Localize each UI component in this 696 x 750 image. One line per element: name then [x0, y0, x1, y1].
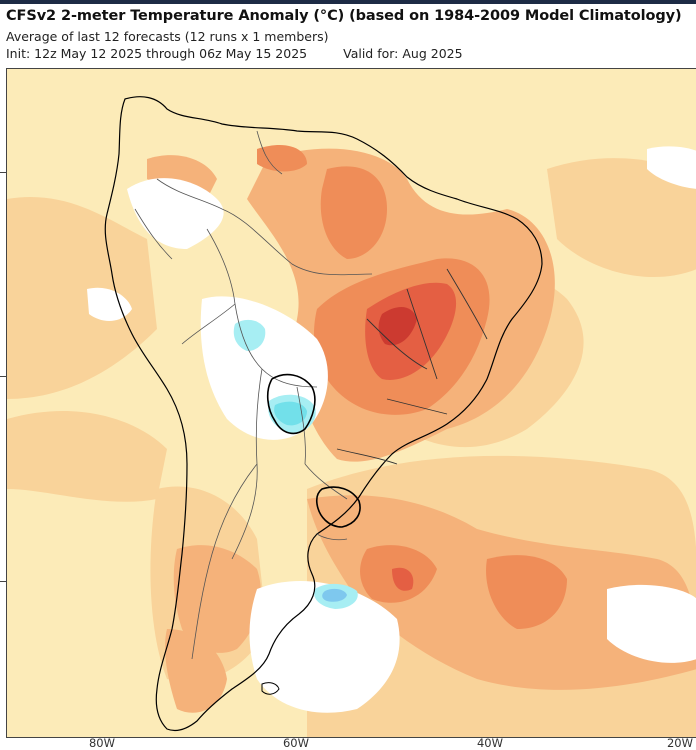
x-axis-ticks: 80W 60W 40W 20W	[0, 736, 696, 750]
anomaly-level-6	[378, 307, 417, 346]
highlighted-border-uruguay	[315, 486, 361, 528]
map-header: CFSv2 2-meter Temperature Anomaly (°C) (…	[6, 8, 692, 61]
cool-anomalies	[233, 319, 358, 609]
anomaly-map	[6, 68, 696, 738]
country-borders	[134, 130, 373, 660]
x-tick-label: 80W	[88, 736, 116, 750]
map-title: CFSv2 2-meter Temperature Anomaly (°C) (…	[6, 8, 682, 24]
y-tick-mark	[0, 376, 6, 377]
map-subtitle: Average of last 12 forecasts (12 runs x …	[6, 29, 329, 44]
x-tick-label: 20W	[666, 736, 694, 750]
y-tick-mark	[0, 172, 6, 173]
init-label: Init: 12z May 12 2025 through 06z May 15…	[6, 46, 308, 61]
info-line: Init: 12z May 12 2025 through 06z May 15…	[6, 46, 692, 61]
x-tick-label: 40W	[476, 736, 504, 750]
south-america-coastline	[104, 96, 543, 732]
y-tick-mark	[0, 581, 6, 582]
top-bar	[0, 0, 696, 4]
falkland-islands	[261, 682, 280, 695]
valid-label: Valid for: Aug 2025	[343, 46, 463, 61]
state-borders	[336, 268, 488, 465]
map-svg	[7, 69, 696, 737]
x-tick-label: 60W	[282, 736, 310, 750]
highlighted-border	[266, 373, 316, 435]
